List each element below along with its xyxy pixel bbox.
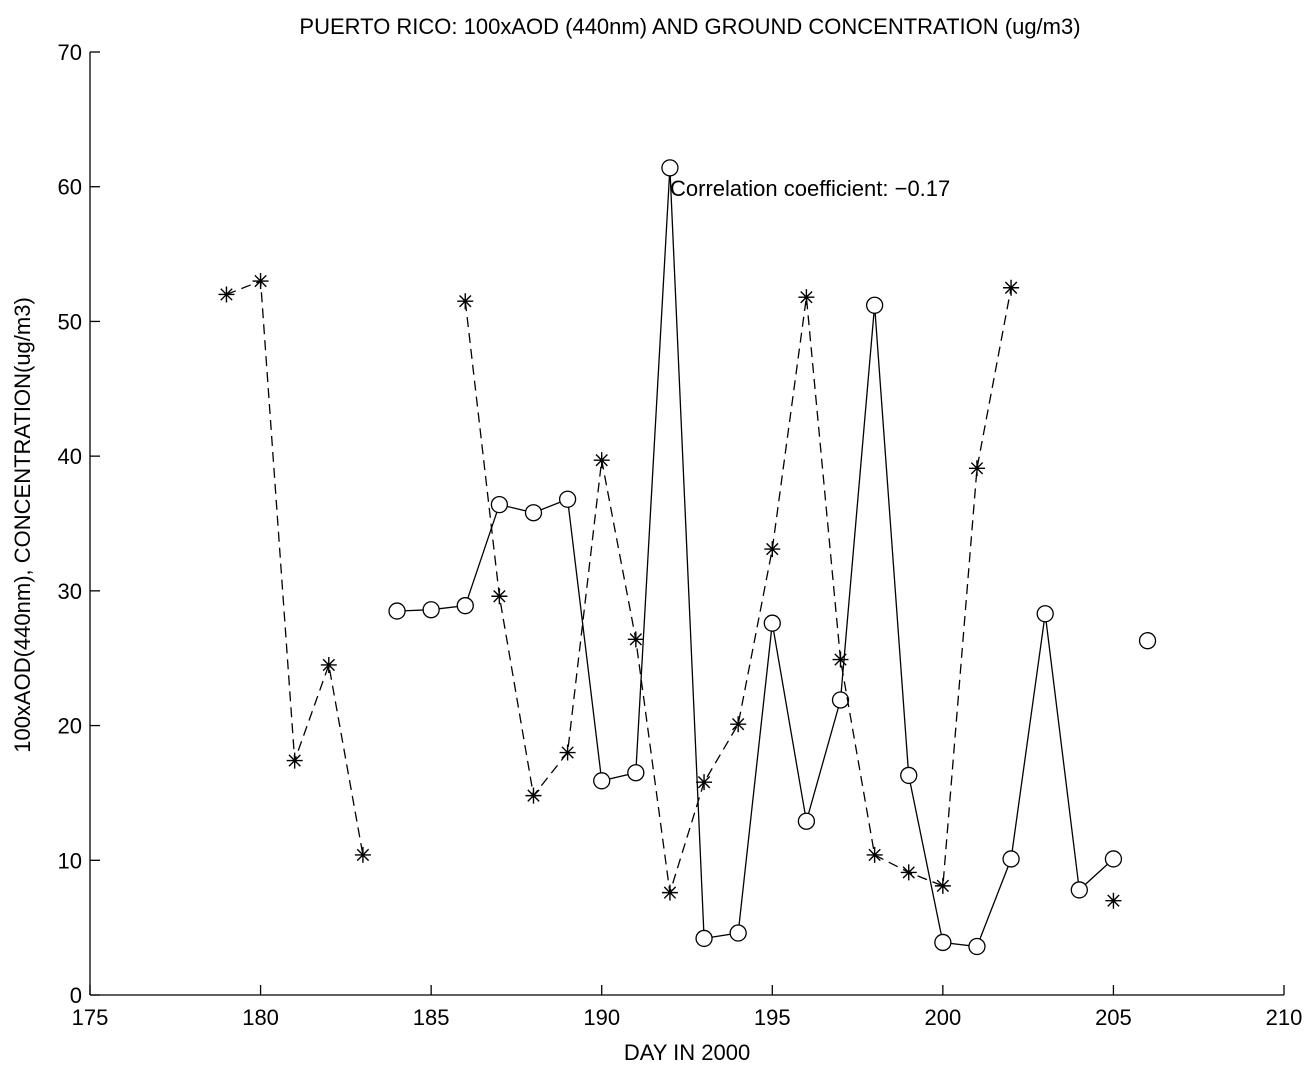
x-tick-label: 175 (72, 1005, 109, 1030)
data-point-circle (1036, 605, 1054, 623)
data-point-asterisk (934, 877, 951, 894)
data-point-circle (1104, 850, 1123, 868)
y-axis-label: 100xAOD(440nm), CONCENTRATION(ug/m3) (10, 297, 35, 753)
data-point-asterisk (491, 588, 508, 605)
series-line (226, 280, 364, 856)
data-point-asterisk (627, 631, 644, 648)
data-point-asterisk (661, 884, 678, 901)
data-point-asterisk (832, 651, 849, 668)
data-point-circle (865, 296, 884, 314)
y-tick-label: 70 (58, 40, 82, 65)
asterisk-series (218, 273, 1122, 909)
y-tick-label: 60 (58, 175, 82, 200)
y-tick-label: 50 (58, 309, 82, 334)
data-point-circle (831, 691, 850, 709)
circle-series (388, 159, 1157, 956)
x-tick-label: 190 (583, 1005, 620, 1030)
data-point-circle (490, 495, 509, 514)
data-point-asterisk (525, 787, 542, 804)
data-point-circle (934, 933, 952, 952)
data-point-asterisk (1003, 279, 1020, 296)
x-tick-label: 205 (1095, 1005, 1132, 1030)
x-tick-label: 180 (242, 1005, 279, 1030)
data-point-asterisk (866, 846, 883, 863)
x-tick-label: 195 (754, 1005, 791, 1030)
y-tick-label: 0 (70, 983, 82, 1008)
data-point-circle (729, 924, 747, 942)
data-point-circle (797, 812, 816, 830)
data-point-circle (422, 601, 440, 619)
chart-title: PUERTO RICO: 100xAOD (440nm) AND GROUND … (299, 14, 1080, 39)
x-axis-label: DAY IN 2000 (624, 1040, 750, 1065)
data-point-circle (763, 614, 781, 632)
data-point-circle (1070, 881, 1088, 899)
data-point-asterisk (1105, 892, 1122, 909)
data-point-asterisk (218, 286, 235, 303)
data-point-asterisk (593, 452, 610, 469)
series-layer (218, 159, 1157, 956)
correlation-annotation: Correlation coefficient: −0.17 (670, 176, 950, 201)
data-point-asterisk (320, 656, 337, 673)
data-point-circle (695, 929, 713, 948)
data-point-asterisk (559, 744, 576, 761)
x-tick-label: 200 (924, 1005, 961, 1030)
data-point-circle (900, 766, 918, 785)
axes: 175 180 185 190 195 200 205 210 0 10 20 30 40 50 60 70 (58, 40, 1303, 1030)
data-point-circle (968, 937, 986, 956)
data-point-asterisk (730, 716, 747, 733)
data-point-circle (456, 597, 474, 615)
data-point-asterisk (354, 846, 371, 863)
data-point-circle (593, 772, 611, 790)
data-point-circle (1138, 632, 1157, 650)
x-tick-label: 210 (1266, 1005, 1303, 1030)
data-point-circle (1002, 850, 1020, 868)
data-point-circle (388, 602, 406, 620)
data-point-asterisk (252, 273, 269, 290)
data-point-asterisk (457, 293, 474, 310)
data-point-asterisk (900, 864, 917, 881)
data-point-circle (627, 764, 645, 782)
x-tick-label: 185 (413, 1005, 450, 1030)
data-point-circle (661, 159, 679, 177)
data-point-asterisk (696, 774, 713, 791)
series-line (396, 167, 1114, 948)
data-point-asterisk (968, 460, 985, 477)
y-tick-label: 20 (58, 714, 82, 739)
data-point-asterisk (798, 289, 815, 306)
data-point-asterisk (286, 752, 303, 769)
data-point-circle (524, 504, 543, 522)
data-point-asterisk (764, 541, 781, 558)
y-tick-label: 40 (58, 444, 82, 469)
data-point-circle (558, 490, 577, 508)
y-tick-label: 30 (58, 579, 82, 604)
y-tick-label: 10 (58, 848, 82, 873)
series-line (464, 287, 1012, 893)
